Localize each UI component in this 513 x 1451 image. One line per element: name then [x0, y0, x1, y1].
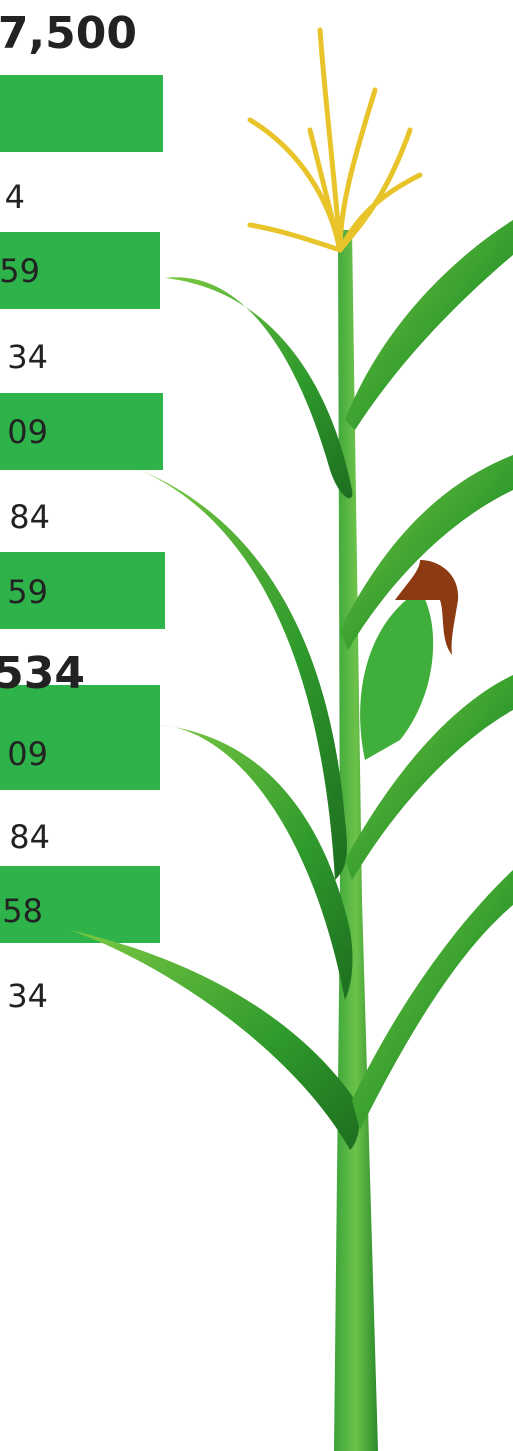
row-value: 59 [7, 573, 48, 611]
page: {"sections": [ {"title": "7,500", "rows"… [0, 0, 513, 1451]
texts: 7,500 4 59 34 09 84 59 534 09 84 58 34 [0, 8, 137, 1015]
row-value: 09 [7, 735, 48, 773]
green-bar [0, 75, 163, 152]
row-value: 84 [9, 498, 50, 536]
row-value: 09 [7, 413, 48, 451]
row-value: 58 [2, 892, 43, 930]
row-value: 34 [7, 977, 48, 1015]
infographic: 7,500 4 59 34 09 84 59 534 09 84 58 34 [0, 0, 513, 1451]
section-title: 7,500 [0, 8, 137, 59]
section-title: 534 [0, 648, 85, 699]
row-value: 84 [9, 818, 50, 856]
row-value: 34 [7, 338, 48, 376]
row-value: 59 [0, 252, 40, 290]
row-value: 4 [5, 178, 25, 216]
